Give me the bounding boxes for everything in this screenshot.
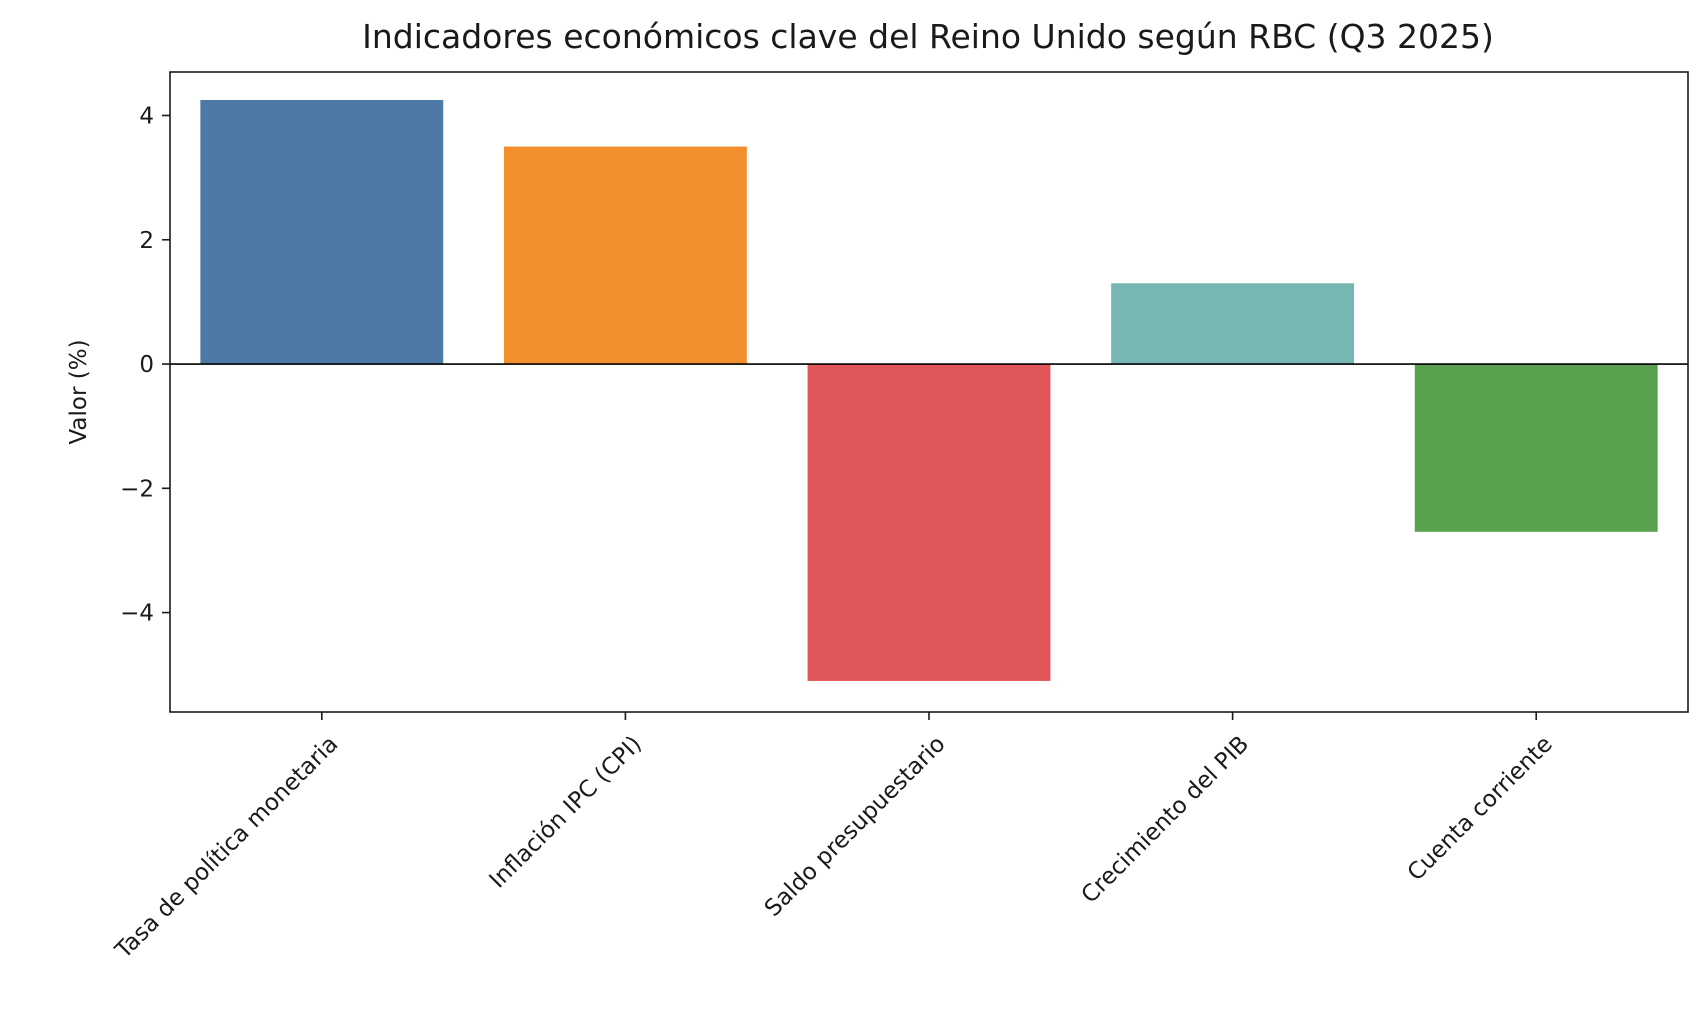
y-tick-label: 2: [139, 228, 154, 254]
bars-layer: [200, 99, 1658, 681]
chart-title: Indicadores económicos clave del Reino U…: [362, 17, 1494, 56]
y-tick-label: 0: [139, 352, 154, 378]
y-tick-label: 4: [139, 103, 154, 129]
bar-3: [807, 364, 1051, 681]
x-category-label: Inflación IPC (CPI): [485, 731, 647, 893]
y-axis-label: Valor (%): [66, 339, 92, 444]
x-category-label: Tasa de política monetaria: [110, 731, 343, 964]
x-category-label: Saldo presupuestario: [760, 731, 951, 922]
y-tick-label: −2: [120, 476, 154, 502]
bar-1: [200, 99, 444, 365]
bar-4: [1111, 283, 1355, 365]
x-category-label: Cuenta corriente: [1403, 731, 1558, 886]
y-axis-ticks: −4 −2 0 2 4: [120, 103, 170, 627]
x-category-label: Crecimiento del PIB: [1077, 731, 1254, 908]
y-tick-label: −4: [120, 601, 154, 627]
x-axis-ticks: Tasa de política monetaria Inflación IPC …: [110, 712, 1558, 964]
bar-2: [503, 146, 747, 365]
bar-5: [1414, 364, 1658, 532]
